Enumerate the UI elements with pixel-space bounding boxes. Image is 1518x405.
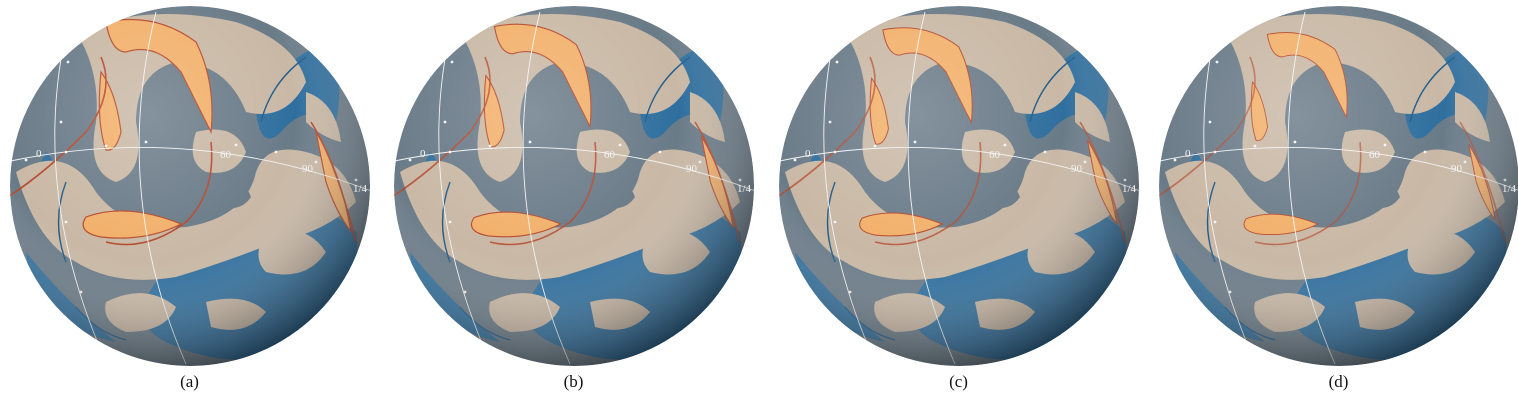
sphere-rendering: 0 60 90 1/4 [394, 6, 754, 366]
longitude-label-edge: 1/4 [353, 183, 368, 195]
sphere-panel-c: 0 60 90 1/4 (c) [769, 0, 1148, 405]
longitude-label-edge: 1/4 [1502, 183, 1517, 195]
longitude-label-60: 60 [220, 149, 232, 161]
longitude-label-90: 90 [1071, 163, 1083, 175]
longitude-label-60: 60 [604, 149, 616, 161]
longitude-label-60: 60 [989, 149, 1001, 161]
sphere-rendering: 0 60 90 1/4 [1159, 6, 1518, 366]
sphere-shading [779, 6, 1139, 366]
longitude-label-0: 0 [420, 148, 426, 160]
longitude-label-60: 60 [1369, 149, 1381, 161]
longitude-label-edge: 1/4 [737, 183, 752, 195]
panel-caption: (a) [180, 372, 199, 391]
sphere-panel-b: 0 60 90 1/4 (b) [384, 0, 763, 405]
sphere-shading [1159, 6, 1518, 366]
longitude-label-90: 90 [1451, 163, 1463, 175]
longitude-label-edge: 1/4 [1122, 183, 1137, 195]
panel-caption: (d) [1328, 372, 1349, 391]
sphere-panel-a: 0 60 90 1/4 (a) [0, 0, 379, 405]
sphere-shading [10, 6, 370, 366]
panel-caption: (b) [563, 372, 584, 391]
longitude-label-90: 90 [686, 163, 698, 175]
sphere-rendering: 0 60 90 1/4 [779, 6, 1139, 366]
longitude-label-0: 0 [805, 148, 811, 160]
panel-caption: (c) [949, 372, 968, 391]
longitude-label-0: 0 [1185, 148, 1191, 160]
sphere-panel-d: 0 60 90 1/4 (d) [1149, 0, 1518, 405]
longitude-label-0: 0 [36, 148, 42, 160]
sphere-shading [394, 6, 754, 366]
longitude-label-90: 90 [302, 163, 314, 175]
sphere-rendering: 0 60 90 1/4 [10, 6, 370, 366]
